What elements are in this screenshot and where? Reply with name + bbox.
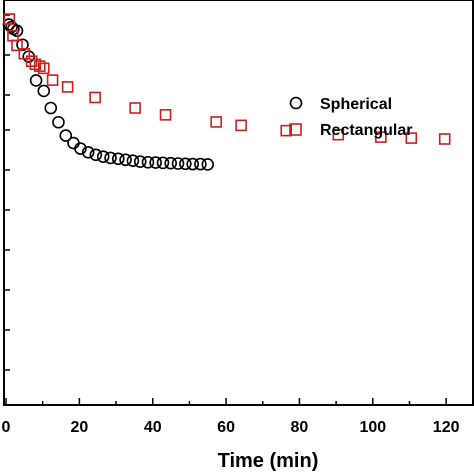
data-points: [2, 13, 451, 171]
x-tick-label-40: 40: [144, 419, 162, 436]
point-rectangular-16: [332, 128, 345, 141]
point-rectangular-15: [280, 124, 293, 137]
point-rectangular-6: [33, 60, 46, 72]
point-spherical-14: [89, 148, 103, 162]
point-rectangular-10: [89, 91, 101, 104]
legend-marker-rectangular: [289, 123, 302, 136]
point-spherical-7: [37, 84, 51, 98]
legend-label-rectangular: Rectangular: [320, 122, 412, 139]
point-spherical-15: [96, 150, 110, 163]
x-axis-ticks: 0 20 40 60 80 100 120: [2, 398, 460, 436]
x-tick-label-20: 20: [70, 419, 88, 436]
point-spherical-28: [194, 157, 207, 171]
point-rectangular-0: [3, 13, 16, 25]
point-rectangular-11: [129, 102, 141, 114]
x-axis-title: Time (min): [218, 450, 319, 472]
point-spherical-27: [186, 157, 200, 171]
legend-marker-spherical: [289, 96, 303, 110]
point-rectangular-8: [46, 74, 59, 86]
point-spherical-20: [133, 155, 147, 168]
point-spherical-29: [201, 158, 215, 171]
point-spherical-8: [44, 101, 58, 115]
x-tick-label-100: 100: [359, 419, 386, 436]
point-rectangular-13: [210, 116, 222, 128]
point-spherical-10: [59, 129, 73, 142]
point-rectangular-19: [438, 133, 451, 145]
point-rectangular-9: [61, 81, 74, 93]
point-spherical-6: [29, 74, 43, 87]
x-tick-label-80: 80: [291, 419, 309, 436]
point-spherical-26: [179, 157, 192, 171]
x-tick-label-0: 0: [2, 419, 11, 436]
point-spherical-24: [164, 156, 177, 170]
point-rectangular-2: [11, 39, 23, 52]
point-spherical-23: [156, 156, 170, 170]
point-spherical-9: [52, 115, 65, 129]
point-rectangular-3: [18, 47, 31, 60]
point-spherical-17: [111, 152, 125, 166]
point-spherical-21: [141, 155, 155, 169]
point-spherical-19: [126, 154, 140, 167]
y-axis-ticks: [4, 14, 10, 371]
point-spherical-25: [171, 157, 185, 170]
point-spherical-12: [74, 142, 87, 155]
point-spherical-11: [67, 136, 80, 150]
point-spherical-13: [81, 146, 95, 159]
point-spherical-16: [104, 151, 117, 165]
point-rectangular-14: [235, 119, 247, 132]
point-spherical-18: [119, 153, 132, 167]
point-rectangular-12: [159, 109, 172, 121]
legend-label-spherical: Spherical: [320, 96, 392, 113]
legend: Spherical Rectangular: [289, 96, 412, 139]
plot-frame: [3, 0, 474, 406]
point-rectangular-17: [375, 131, 387, 143]
x-tick-label-120: 120: [433, 419, 460, 436]
x-tick-label-60: 60: [217, 419, 235, 436]
point-spherical-22: [149, 156, 162, 169]
point-rectangular-7: [37, 62, 50, 75]
point-rectangular-18: [405, 132, 418, 144]
